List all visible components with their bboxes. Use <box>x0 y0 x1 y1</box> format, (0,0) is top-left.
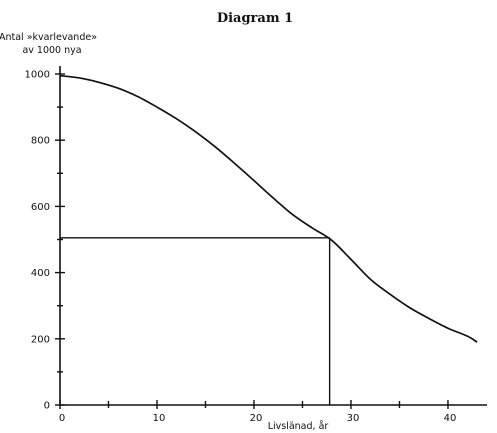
x-tick-label-40: 40 <box>444 413 457 424</box>
y-axis-label-line-1: Antal »kvarlevande» <box>0 32 97 43</box>
y-tick-label-1000: 1000 <box>25 70 50 81</box>
x-axis-label: Livslänad, år <box>268 421 329 432</box>
ticks <box>55 73 449 409</box>
axes <box>59 66 487 406</box>
series <box>59 74 478 343</box>
y-tick-label-0: 0 <box>44 401 50 412</box>
x-tick-label-30: 30 <box>347 413 360 424</box>
guide-lines <box>60 237 331 405</box>
series-line-0 <box>59 74 478 343</box>
y-tick-label-400: 400 <box>31 268 50 279</box>
y-tick-label-200: 200 <box>31 334 50 345</box>
y-tick-label-800: 800 <box>31 136 50 147</box>
y-tick-label-600: 600 <box>31 202 50 213</box>
tick-labels: 0 200 400 600 800 1000 0 10 20 30 40 <box>25 70 457 425</box>
x-tick-label-10: 10 <box>153 413 166 424</box>
y-axis-label-line-2: av 1000 nya <box>22 45 81 56</box>
x-tick-label-20: 20 <box>250 413 263 424</box>
chart-title: Diagram 1 <box>217 11 293 26</box>
x-tick-label-0: 0 <box>59 413 65 424</box>
